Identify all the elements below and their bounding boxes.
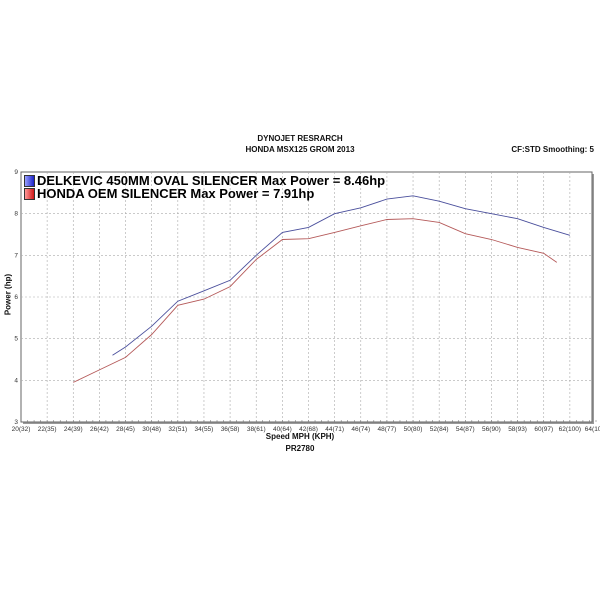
x-tick-label: 60(97)	[534, 426, 553, 433]
x-tick-label: 52(84)	[430, 426, 449, 433]
x-tick-label: 22(35)	[38, 426, 57, 433]
x-tick-label: 26(42)	[90, 426, 109, 433]
legend-item-delkevic: DELKEVIC 450MM OVAL SILENCER Max Power =…	[24, 173, 385, 188]
x-tick-label: 20(32)	[12, 426, 31, 433]
x-tick-label: 28(45)	[116, 426, 135, 433]
legend-swatch-red	[24, 187, 35, 200]
x-tick-label: 64(103)	[585, 426, 600, 433]
y-tick-label: 4	[14, 377, 18, 384]
legend-swatch-blue	[24, 174, 35, 187]
x-tick-label: 34(55)	[195, 426, 214, 433]
chart-subtitle: HONDA MSX125 GROM 2013	[245, 145, 355, 154]
chart-title: DYNOJET RESRARCH	[257, 134, 343, 143]
x-tick-label: 24(39)	[64, 426, 83, 433]
x-tick-label: 38(61)	[247, 426, 266, 433]
x-tick-label: 48(77)	[378, 426, 397, 433]
x-tick-label: 58(93)	[508, 426, 527, 433]
x-tick-label: 54(87)	[456, 426, 475, 433]
x-tick-label: 36(58)	[221, 426, 240, 433]
x-tick-label: 62(100)	[559, 426, 581, 433]
y-tick-label: 6	[14, 294, 18, 301]
legend-label: HONDA OEM SILENCER Max Power = 7.91hp	[37, 186, 315, 201]
y-tick-label: 9	[14, 169, 18, 176]
legend-label: DELKEVIC 450MM OVAL SILENCER Max Power =…	[37, 173, 386, 188]
x-axis-label: Speed MPH (KPH)	[265, 432, 335, 441]
y-tick-label: 7	[14, 252, 18, 259]
x-tick-label: 32(51)	[168, 426, 187, 433]
y-tick-label: 3	[14, 419, 18, 426]
x-tick-label: 40(64)	[273, 426, 292, 433]
correction-settings: CF:STD Smoothing: 5	[511, 145, 594, 154]
legend-item-honda-oem: HONDA OEM SILENCER Max Power = 7.91hp	[24, 186, 314, 201]
x-tick-label: 56(90)	[482, 426, 501, 433]
y-tick-label: 8	[14, 211, 18, 218]
x-tick-label: 44(71)	[325, 426, 344, 433]
x-tick-label: 42(68)	[299, 426, 318, 433]
series-line-honda-oem	[73, 218, 558, 383]
series-line-delkevic	[112, 195, 571, 356]
x-tick-label: 46(74)	[351, 426, 370, 433]
x-tick-label: 30(48)	[142, 426, 161, 433]
run-id: PR2780	[285, 444, 315, 453]
y-tick-label: 5	[14, 336, 18, 343]
x-tick-label: 50(80)	[404, 426, 423, 433]
